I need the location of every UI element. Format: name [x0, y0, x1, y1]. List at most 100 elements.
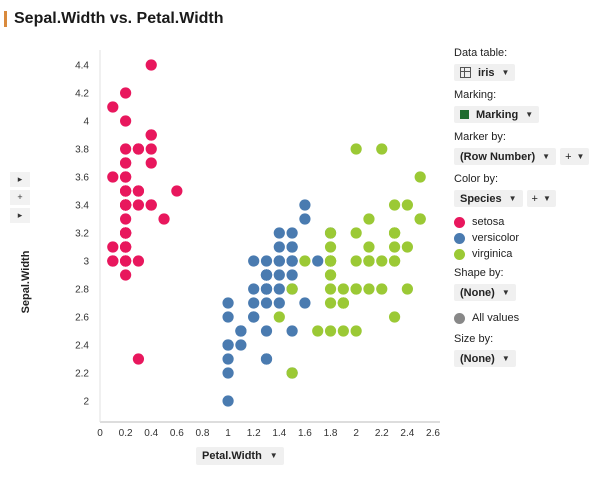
data-point-versicolor[interactable] — [273, 227, 285, 239]
data-point-versicolor[interactable] — [312, 255, 324, 267]
data-point-virginica[interactable] — [324, 269, 337, 281]
data-point-virginica[interactable] — [350, 283, 362, 295]
data-point-virginica[interactable] — [350, 325, 362, 337]
data-point-virginica[interactable] — [299, 255, 311, 267]
data-point-versicolor[interactable] — [286, 269, 298, 281]
marker-by-dropdown[interactable]: (Row Number) ▼ — [454, 148, 557, 165]
data-point-setosa[interactable] — [120, 87, 132, 99]
data-point-setosa[interactable] — [132, 199, 145, 211]
data-point-virginica[interactable] — [337, 283, 349, 295]
data-point-versicolor[interactable] — [222, 311, 234, 323]
data-point-virginica[interactable] — [376, 143, 388, 155]
data-point-versicolor[interactable] — [222, 297, 234, 309]
data-point-setosa[interactable] — [120, 227, 132, 239]
data-point-versicolor[interactable] — [222, 353, 234, 365]
legend-item-versicolor[interactable]: versicolor — [454, 230, 604, 246]
legend-item-virginica[interactable]: virginica — [454, 246, 604, 262]
data-point-virginica[interactable] — [312, 325, 324, 337]
data-point-versicolor[interactable] — [286, 241, 298, 253]
shape-by-dropdown[interactable]: (None) ▼ — [454, 284, 516, 301]
y-axis-expand-button-2[interactable]: ▸ — [10, 208, 30, 223]
data-point-versicolor[interactable] — [248, 311, 260, 323]
data-point-versicolor[interactable] — [260, 283, 273, 295]
data-point-virginica[interactable] — [376, 255, 388, 267]
data-point-versicolor[interactable] — [273, 283, 285, 295]
data-point-versicolor[interactable] — [260, 269, 273, 281]
x-axis-selector[interactable]: Petal.Width ▼ — [196, 447, 284, 465]
data-point-setosa[interactable] — [132, 185, 145, 197]
data-point-setosa[interactable] — [145, 143, 157, 155]
data-point-virginica[interactable] — [388, 255, 401, 267]
data-point-versicolor[interactable] — [248, 297, 260, 309]
data-point-virginica[interactable] — [337, 297, 349, 309]
data-point-setosa[interactable] — [107, 101, 119, 113]
data-point-setosa[interactable] — [120, 171, 132, 183]
data-point-versicolor[interactable] — [273, 297, 285, 309]
data-point-setosa[interactable] — [145, 199, 157, 211]
data-point-virginica[interactable] — [324, 241, 337, 253]
data-point-virginica[interactable] — [388, 199, 401, 211]
data-point-setosa[interactable] — [132, 255, 145, 267]
data-point-setosa[interactable] — [120, 199, 132, 211]
data-point-versicolor[interactable] — [273, 255, 285, 267]
data-table-dropdown[interactable]: iris ▼ — [454, 64, 516, 81]
data-point-versicolor[interactable] — [286, 255, 298, 267]
data-point-versicolor[interactable] — [299, 297, 311, 309]
data-point-versicolor[interactable] — [248, 283, 260, 295]
data-point-setosa[interactable] — [120, 143, 132, 155]
data-point-virginica[interactable] — [388, 227, 401, 239]
data-point-virginica[interactable] — [388, 311, 401, 323]
data-point-virginica[interactable] — [273, 311, 285, 323]
data-point-setosa[interactable] — [120, 213, 132, 225]
data-point-versicolor[interactable] — [286, 227, 298, 239]
data-point-versicolor[interactable] — [222, 367, 234, 379]
data-point-setosa[interactable] — [120, 269, 132, 281]
data-point-setosa[interactable] — [145, 59, 157, 71]
data-point-virginica[interactable] — [401, 283, 413, 295]
data-point-versicolor[interactable] — [260, 255, 273, 267]
data-point-virginica[interactable] — [286, 283, 298, 295]
data-point-versicolor[interactable] — [260, 353, 273, 365]
data-point-virginica[interactable] — [363, 283, 375, 295]
data-point-setosa[interactable] — [145, 129, 157, 141]
data-point-setosa[interactable] — [171, 185, 183, 197]
data-point-virginica[interactable] — [324, 325, 337, 337]
data-point-setosa[interactable] — [132, 353, 145, 365]
data-point-versicolor[interactable] — [235, 325, 247, 337]
data-point-virginica[interactable] — [324, 297, 337, 309]
data-point-setosa[interactable] — [120, 185, 132, 197]
data-point-versicolor[interactable] — [248, 255, 260, 267]
size-by-dropdown[interactable]: (None) ▼ — [454, 350, 516, 367]
data-point-versicolor[interactable] — [273, 269, 285, 281]
data-point-virginica[interactable] — [363, 213, 375, 225]
data-point-virginica[interactable] — [286, 367, 298, 379]
data-point-versicolor[interactable] — [235, 339, 247, 351]
data-point-setosa[interactable] — [120, 157, 132, 169]
data-point-virginica[interactable] — [414, 213, 426, 225]
data-point-setosa[interactable] — [120, 255, 132, 267]
data-point-virginica[interactable] — [324, 227, 337, 239]
data-point-virginica[interactable] — [350, 143, 362, 155]
data-point-versicolor[interactable] — [286, 325, 298, 337]
data-point-virginica[interactable] — [350, 255, 362, 267]
marking-dropdown[interactable]: Marking ▼ — [454, 106, 540, 123]
data-point-versicolor[interactable] — [260, 297, 273, 309]
data-point-setosa[interactable] — [107, 255, 119, 267]
legend-item-setosa[interactable]: setosa — [454, 214, 604, 230]
data-point-versicolor[interactable] — [260, 325, 273, 337]
marker-by-add-button[interactable]: + ▼ — [560, 148, 590, 165]
data-point-versicolor[interactable] — [222, 339, 234, 351]
shape-legend-all-values[interactable]: All values — [454, 310, 604, 326]
data-point-virginica[interactable] — [414, 171, 426, 183]
data-point-setosa[interactable] — [145, 157, 157, 169]
data-point-virginica[interactable] — [337, 325, 349, 337]
data-point-versicolor[interactable] — [273, 241, 285, 253]
data-point-versicolor[interactable] — [299, 213, 311, 225]
data-point-versicolor[interactable] — [299, 199, 311, 211]
data-point-virginica[interactable] — [401, 199, 413, 211]
data-point-setosa[interactable] — [132, 143, 145, 155]
data-point-setosa[interactable] — [158, 213, 170, 225]
data-point-setosa[interactable] — [107, 241, 119, 253]
data-point-versicolor[interactable] — [222, 395, 234, 407]
data-point-virginica[interactable] — [324, 283, 337, 295]
